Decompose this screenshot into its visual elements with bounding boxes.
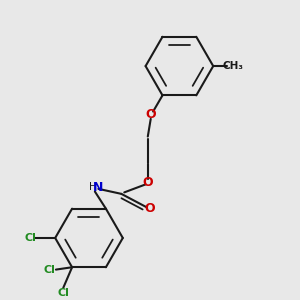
Text: O: O xyxy=(146,108,156,121)
Text: O: O xyxy=(142,176,153,189)
Text: Cl: Cl xyxy=(44,265,56,275)
Text: Cl: Cl xyxy=(57,288,69,298)
Text: CH₃: CH₃ xyxy=(222,61,243,71)
Text: N: N xyxy=(93,182,103,194)
Text: H: H xyxy=(88,182,96,192)
Text: Cl: Cl xyxy=(24,233,36,243)
Text: O: O xyxy=(145,202,155,215)
